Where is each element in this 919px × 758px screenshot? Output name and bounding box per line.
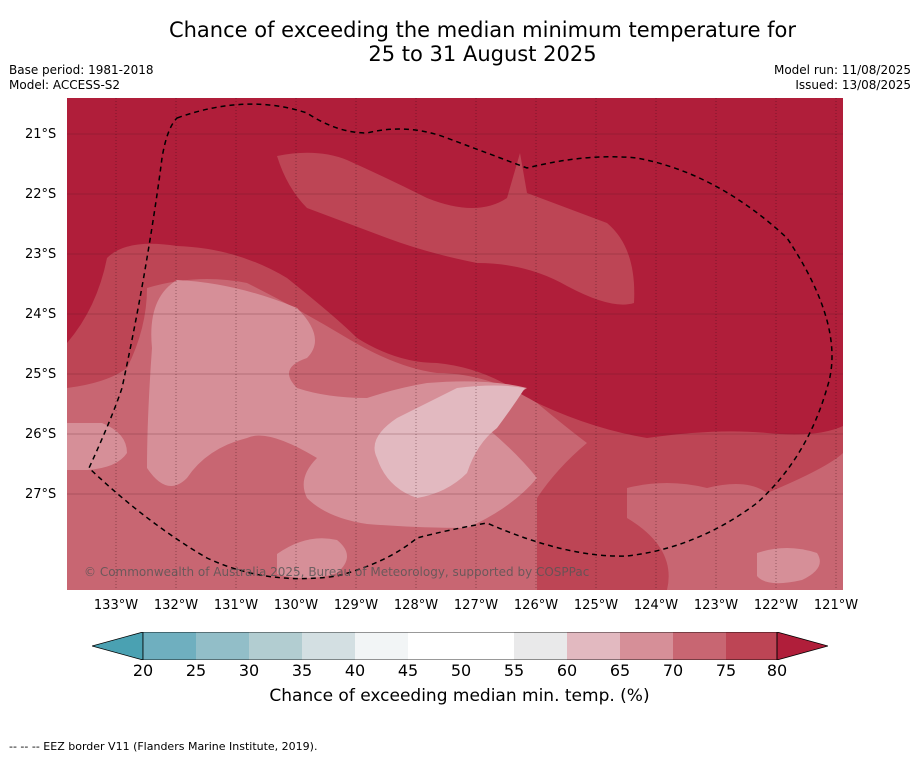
colorbar-bin (355, 632, 408, 660)
lat-label: 25°S (25, 367, 57, 382)
map-title: Chance of exceeding the median minimum t… (0, 18, 919, 66)
model-name: Model: ACCESS-S2 (9, 78, 121, 92)
lon-label: 133°W (93, 598, 139, 613)
lat-label: 21°S (25, 127, 57, 142)
colorbar (92, 632, 828, 660)
lon-label: 128°W (393, 598, 439, 613)
lon-label: 122°W (753, 598, 799, 613)
colorbar-bin (567, 632, 620, 660)
lat-label: 22°S (25, 187, 57, 202)
colorbar-bin (143, 632, 196, 660)
meridians (115, 98, 837, 590)
copyright-notice: © Commonwealth of Australia 2025, Bureau… (84, 565, 590, 579)
colorbar-high-extend (776, 632, 828, 660)
lon-label: 127°W (453, 598, 499, 613)
colorbar-tick: 70 (662, 661, 684, 680)
lat-label: 27°S (25, 487, 57, 502)
zone-60-65 (374, 385, 525, 498)
colorbar-bin (249, 632, 302, 660)
colorbar-tick: 20 (132, 661, 154, 680)
lat-label: 23°S (25, 247, 57, 262)
colorbar-tick: 30 (238, 661, 260, 680)
eez-border (88, 103, 833, 580)
colorbar-bin (302, 632, 355, 660)
lat-label: 26°S (25, 427, 57, 442)
colorbar-tick: 75 (715, 661, 737, 680)
colorbar-bin (673, 632, 726, 660)
zone-75-80-north (277, 152, 635, 305)
colorbar-bin (408, 632, 461, 660)
lon-label: 121°W (813, 598, 859, 613)
colorbar-tick: 25 (185, 661, 207, 680)
colorbar-bin (726, 632, 777, 660)
colorbar-tick: 55 (503, 661, 525, 680)
colorbar-tick: 80 (766, 661, 788, 680)
meta-left: Base period: 1981-2018 Model: ACCESS-S2 (9, 63, 154, 93)
lon-label: 125°W (573, 598, 619, 613)
graticule (67, 133, 843, 495)
issued-date: Issued: 13/08/2025 (795, 78, 911, 92)
colorbar-bin (196, 632, 249, 660)
colorbar-tick: 40 (344, 661, 366, 680)
colorbar-bin (620, 632, 673, 660)
colorbar-label: Chance of exceeding median min. temp. (%… (269, 686, 650, 706)
colorbar-tick: 50 (450, 661, 472, 680)
colorbar-low-extend (92, 632, 144, 660)
lon-label: 132°W (153, 598, 199, 613)
eez-footnote: -- -- -- EEZ border V11 (Flanders Marine… (9, 740, 318, 753)
lon-label: 129°W (333, 598, 379, 613)
colorbar-bin (461, 632, 514, 660)
probability-map (67, 98, 843, 590)
lon-label: 123°W (693, 598, 739, 613)
title-line-1: Chance of exceeding the median minimum t… (168, 18, 797, 42)
meta-right: Model run: 11/08/2025 Issued: 13/08/2025 (774, 63, 911, 93)
colorbar-tick: 45 (397, 661, 419, 680)
zone-65-70-south (277, 538, 347, 579)
base-period: Base period: 1981-2018 (9, 63, 154, 77)
colorbar-tick: 60 (556, 661, 578, 680)
colorbar-tick: 35 (291, 661, 313, 680)
model-run: Model run: 11/08/2025 (773, 63, 911, 77)
lon-label: 130°W (273, 598, 319, 613)
colorbar-tick: 65 (609, 661, 631, 680)
lon-label: 126°W (513, 598, 559, 613)
zone-65-70-west (67, 423, 127, 470)
lon-label: 124°W (633, 598, 679, 613)
lat-label: 24°S (25, 307, 57, 322)
colorbar-bin (514, 632, 567, 660)
zone-65-70-east (757, 548, 820, 584)
lon-label: 131°W (213, 598, 259, 613)
title-line-2: 25 to 31 August 2025 (368, 42, 597, 66)
